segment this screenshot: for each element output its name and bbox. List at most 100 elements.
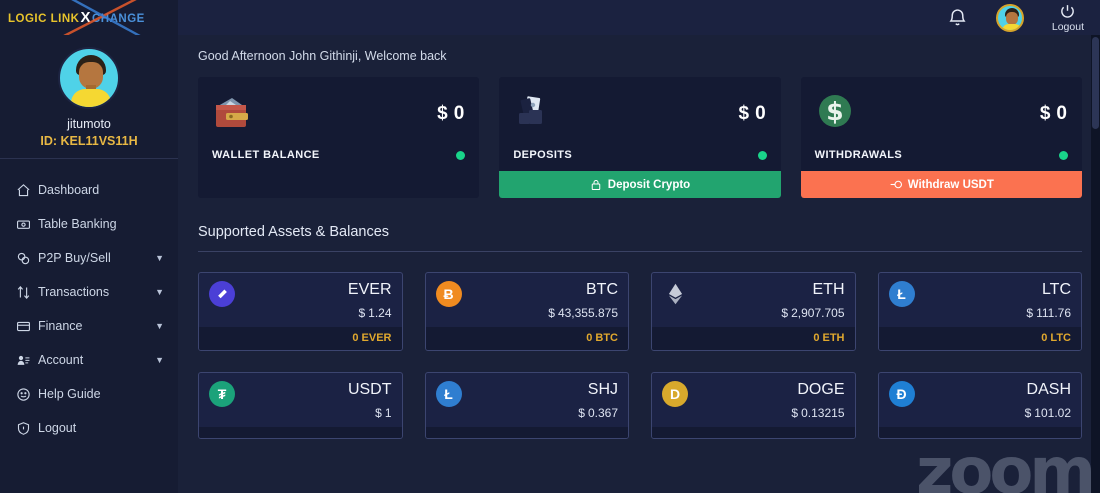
bell-icon[interactable]: [947, 7, 968, 28]
asset-symbol: DASH: [1026, 381, 1071, 398]
asset-card-top: D DOGE $0.13215: [652, 373, 855, 427]
power-icon: [1061, 4, 1075, 18]
cash-icon: [513, 91, 559, 137]
scrollbar-track[interactable]: [1091, 35, 1100, 493]
sidebar-label: Logout: [38, 421, 77, 435]
deposit-crypto-button[interactable]: Deposit Crypto: [499, 171, 781, 198]
sidebar-divider: [0, 158, 178, 159]
asset-balance: [425, 427, 628, 438]
stat-card-top: $0: [212, 91, 465, 137]
asset-price: $111.76: [1026, 306, 1071, 320]
asset-card-top: Ł LTC $111.76: [879, 273, 1082, 327]
asset-symbol: ETH: [812, 281, 845, 298]
asset-card-dash[interactable]: Đ DASH $101.02: [877, 372, 1082, 439]
asset-card-usdt[interactable]: ₮ USDT $1: [198, 372, 403, 439]
stat-label: WALLET BALANCE: [212, 149, 320, 161]
currency-symbol: $: [791, 406, 799, 420]
svg-text:$: $: [826, 97, 843, 126]
chevron-down-icon: ▼: [155, 355, 164, 365]
asset-symbol: EVER: [347, 281, 392, 298]
profile-username: jitumoto: [67, 117, 111, 131]
wallet-icon: [212, 91, 258, 137]
withdraw-usdt-button[interactable]: Withdraw USDT: [800, 171, 1082, 198]
avatar-face: [1005, 11, 1018, 25]
stat-amount: $0: [1040, 91, 1068, 125]
sidebar-label: Dashboard: [38, 183, 100, 197]
status-dot: [456, 150, 466, 160]
sidebar-item-account[interactable]: Account ▼: [0, 343, 178, 377]
stat-card-withdrawals[interactable]: $ $0 WITHDRAWALS: [800, 77, 1082, 198]
asset-symbol: USDT: [347, 381, 392, 398]
currency-symbol: $: [548, 306, 555, 320]
price-value: 101.02: [1034, 406, 1071, 420]
stat-label: DEPOSITS: [513, 149, 573, 161]
sidebar-item-p2p-buy-sell[interactable]: P2P Buy/Sell ▼: [0, 241, 178, 275]
asset-info: USDT $1: [348, 381, 392, 420]
usdt-icon: ₮: [209, 381, 235, 407]
section-divider: [198, 251, 1082, 252]
sidebar-item-transactions[interactable]: Transactions ▼: [0, 275, 178, 309]
stat-cards: $0 WALLET BALANCE: [198, 77, 1082, 198]
avatar-body: [71, 89, 111, 107]
asset-card-shj[interactable]: Ł SHJ $0.367: [424, 372, 629, 439]
asset-symbol: LTC: [1041, 281, 1071, 298]
chevron-down-icon: ▼: [155, 321, 164, 331]
brand-logo[interactable]: LOGIC LINKXCHANGE: [0, 0, 178, 35]
asset-card-top: EVER $1.24: [199, 273, 402, 327]
topbar-logout-button[interactable]: Logout: [1052, 3, 1084, 33]
cash-icon: [16, 217, 38, 232]
currency-symbol: $: [1026, 306, 1034, 320]
stat-card-bottom: DEPOSITS: [513, 149, 767, 161]
asset-card-eth[interactable]: ETH $2,907.705 0 ETH: [651, 272, 856, 351]
asset-info: DOGE $0.13215: [791, 381, 844, 420]
sidebar-item-help-guide[interactable]: Help Guide: [0, 377, 178, 411]
status-dot: [1058, 150, 1068, 160]
unlock-icon: [890, 180, 902, 189]
asset-info: ETH $2,907.705: [781, 281, 844, 320]
profile-avatar[interactable]: [58, 47, 120, 109]
asset-card-top: ETH $2,907.705: [652, 273, 855, 327]
asset-card-ever[interactable]: EVER $1.24 0 EVER: [198, 272, 403, 351]
price-value: 111.76: [1036, 306, 1071, 320]
sidebar-item-finance[interactable]: Finance ▼: [0, 309, 178, 343]
asset-card-doge[interactable]: D DOGE $0.13215: [651, 372, 856, 439]
supported-assets-section: Supported Assets & Balances EVER $1.24: [198, 224, 1082, 439]
asset-card-ltc[interactable]: Ł LTC $111.76 0 LTC: [877, 272, 1082, 351]
dash-icon: Đ: [888, 381, 915, 407]
currency-symbol: $: [1039, 103, 1052, 124]
sidebar-label: Help Guide: [38, 387, 101, 401]
sidebar-item-dashboard[interactable]: Dashboard: [0, 173, 178, 207]
price-value: 43,355.875: [557, 306, 618, 320]
sidebar-item-table-banking[interactable]: Table Banking: [0, 207, 178, 241]
sidebar-label: Account: [38, 353, 84, 367]
top-bar: Logout: [178, 0, 1100, 35]
asset-price: $0.13215: [791, 406, 844, 420]
asset-info: EVER $1.24: [348, 281, 392, 320]
sidebar-label: Transactions: [38, 285, 110, 299]
currency-symbol: $: [358, 306, 366, 320]
scrollbar-thumb[interactable]: [1092, 37, 1099, 129]
stat-card-deposits[interactable]: $0 DEPOSITS Deposit Crypto: [499, 77, 781, 198]
chevron-down-icon: ▼: [155, 287, 164, 297]
sidebar: LOGIC LINKXCHANGE jitumoto ID: KEL11VS11…: [0, 0, 178, 493]
chevron-down-icon: ▼: [155, 253, 164, 263]
asset-info: LTC $111.76: [1026, 281, 1071, 320]
sidebar-label: Finance: [38, 319, 83, 333]
asset-card-top: Ł SHJ $0.367: [426, 373, 629, 427]
sidebar-label: P2P Buy/Sell: [38, 251, 111, 265]
zoom-watermark: zoom: [916, 435, 1096, 493]
smiley-icon: [16, 387, 38, 402]
asset-card-btc[interactable]: Ƀ BTC $43,355.875 0 BTC: [424, 272, 629, 351]
sidebar-item-logout[interactable]: Logout: [0, 411, 178, 445]
stat-card-bottom: WITHDRAWALS: [815, 149, 1068, 161]
asset-card-top: Đ DASH $101.02: [879, 373, 1082, 427]
topbar-avatar[interactable]: [995, 3, 1024, 32]
avatar-body: [1001, 23, 1022, 30]
stat-card-top: $0: [513, 91, 766, 137]
stat-card-wallet-balance[interactable]: $0 WALLET BALANCE: [198, 77, 480, 198]
currency-symbol: $: [1024, 406, 1032, 420]
doge-icon: D: [662, 381, 688, 407]
asset-grid: EVER $1.24 0 EVER Ƀ BTC $43,355.875: [198, 272, 1082, 439]
asset-symbol: BTC: [586, 281, 618, 298]
